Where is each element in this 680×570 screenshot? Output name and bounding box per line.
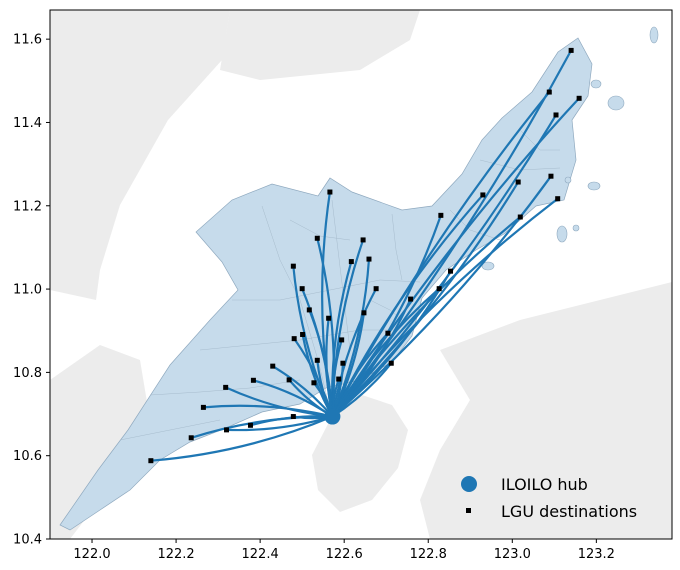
- lgu-destination-point: [247, 422, 253, 428]
- lgu-destination-point: [555, 196, 561, 202]
- lgu-destination-point: [270, 363, 276, 369]
- lgu-destination-point: [339, 337, 345, 343]
- island: [587, 181, 601, 191]
- lgu-destination-point: [348, 259, 354, 265]
- x-tick-label: 122.0: [73, 547, 110, 562]
- lgu-destination-point: [360, 237, 366, 243]
- negros-island: [420, 282, 672, 539]
- x-tick-label: 123.2: [578, 547, 615, 562]
- route-line: [331, 287, 378, 418]
- lgu-destination-point: [436, 286, 442, 292]
- x-tick-label: 122.2: [157, 547, 194, 562]
- palawan-mindoro-landmass: [50, 10, 230, 300]
- lgu-destination-point: [311, 380, 317, 386]
- lgu-destination-point: [299, 286, 305, 292]
- lgu-destination-point: [326, 315, 332, 321]
- axes-frame: [49, 9, 673, 540]
- lgu-destination-point: [388, 360, 394, 366]
- surrounding-land: [50, 10, 672, 539]
- lgu-destination-point: [291, 336, 297, 342]
- y-tick-label: 11.0: [13, 283, 42, 298]
- y-tick-label: 10.6: [13, 449, 42, 464]
- lgu-destination-point: [314, 235, 320, 241]
- lgu-destination-point: [306, 307, 312, 313]
- lgu-destination-point: [188, 435, 194, 441]
- iloilo-hub-point: [324, 408, 341, 425]
- lgu-destination-point: [548, 173, 554, 179]
- destination-markers: [148, 47, 582, 464]
- x-axis: 122.0 122.2 122.4 122.6 122.8 123.0 123.2: [73, 539, 615, 562]
- guimaras-island: [312, 395, 408, 512]
- y-tick-label: 10.4: [13, 533, 42, 548]
- legend-destination-label: LGU destinations: [501, 502, 637, 521]
- lgu-destination-point: [480, 192, 486, 198]
- y-tick-label: 11.6: [13, 33, 42, 48]
- x-tick-label: 122.8: [410, 547, 447, 562]
- lgu-destination-point: [340, 360, 346, 366]
- y-tick-label: 11.2: [13, 199, 42, 214]
- lgu-destination-point: [286, 377, 292, 383]
- y-tick-label: 10.8: [13, 366, 42, 381]
- lgu-destination-point: [576, 95, 582, 101]
- x-tick-label: 122.4: [242, 547, 279, 562]
- municipal-boundaries: [119, 129, 561, 441]
- lgu-destination-point: [224, 427, 230, 433]
- lgu-destination-point: [385, 330, 391, 336]
- lgu-destination-point: [300, 331, 306, 337]
- route-line: [331, 257, 371, 418]
- route-line: [149, 415, 334, 462]
- y-tick-label: 11.4: [13, 116, 42, 131]
- lgu-destination-point: [546, 89, 552, 95]
- northern-coast-strip: [220, 10, 420, 80]
- island: [481, 261, 495, 271]
- route-network: [149, 49, 581, 462]
- lgu-destination-point: [327, 189, 333, 195]
- lgu-destination-point: [290, 263, 296, 269]
- y-axis: 10.4 10.6 10.8 11.0 11.2 11.4 11.6: [13, 33, 50, 548]
- lgu-destination-point: [448, 268, 454, 274]
- legend: ILOILO hub LGU destinations: [461, 475, 637, 521]
- island: [607, 95, 625, 111]
- route-line: [331, 90, 551, 418]
- lgu-destination-point: [373, 286, 379, 292]
- legend-hub-marker: [461, 476, 477, 492]
- lgu-destination-point: [515, 179, 521, 185]
- route-line: [224, 386, 334, 418]
- route-line: [331, 175, 553, 418]
- lgu-destination-point: [336, 376, 342, 382]
- lgu-destination-point: [314, 357, 320, 363]
- lgu-destination-point: [408, 296, 414, 302]
- island: [564, 176, 572, 184]
- x-tick-label: 122.6: [326, 547, 363, 562]
- panay-west-coast-land: [50, 345, 150, 539]
- island: [590, 79, 602, 89]
- x-tick-label: 123.0: [494, 547, 531, 562]
- lgu-destination-point: [438, 212, 444, 218]
- lgu-destination-point: [200, 404, 206, 410]
- legend-destination-marker: [466, 508, 471, 513]
- route-line: [331, 97, 581, 418]
- lgu-destination-point: [250, 377, 256, 383]
- island: [649, 26, 659, 44]
- lgu-destination-point: [361, 310, 367, 316]
- lgu-destination-point: [366, 256, 372, 262]
- route-line: [225, 415, 334, 432]
- lgu-destination-point: [223, 384, 229, 390]
- lgu-destination-point: [290, 414, 296, 420]
- route-line: [292, 265, 334, 418]
- route-line: [321, 190, 334, 418]
- route-line: [331, 180, 520, 418]
- lgu-destination-point: [568, 47, 574, 53]
- lgu-destination-point: [517, 214, 523, 220]
- small-islands: [481, 26, 659, 271]
- legend-hub-label: ILOILO hub: [501, 475, 588, 494]
- lgu-destination-point: [148, 458, 154, 464]
- island: [572, 224, 580, 232]
- lgu-destination-point: [553, 112, 559, 118]
- route-line: [202, 404, 334, 418]
- island: [556, 225, 568, 243]
